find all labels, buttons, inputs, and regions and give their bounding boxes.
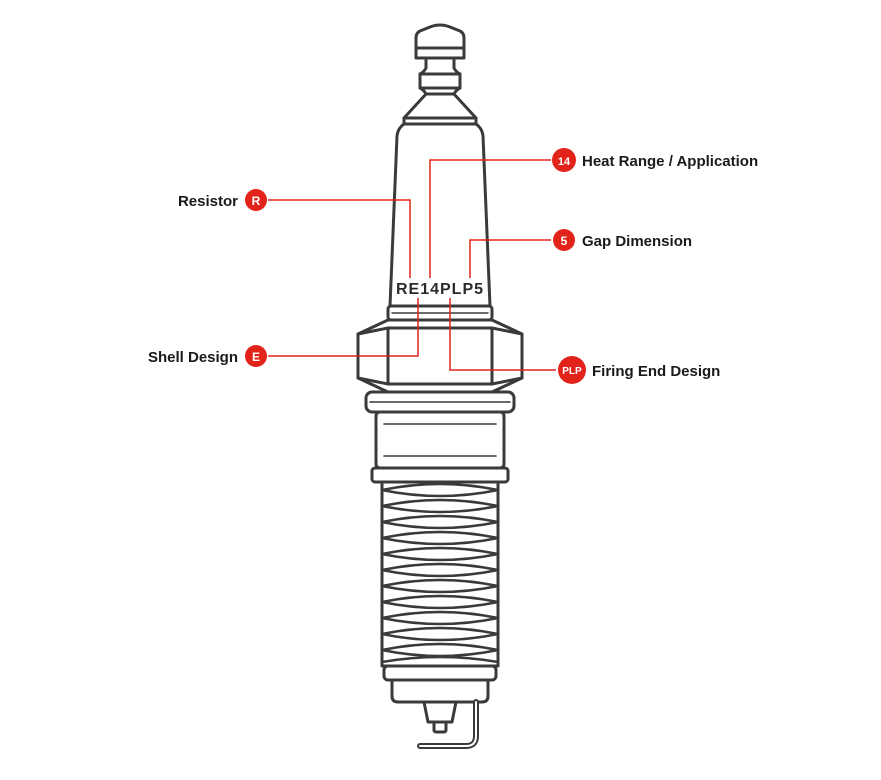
shell-design-badge: E [252,350,260,364]
firing-end-label: Firing End Design [592,363,720,380]
gap-dimension-label: Gap Dimension [582,233,692,250]
firing-end-badge: PLP [562,366,582,377]
spark-plug-diagram: RE14PLP5 Resistor R Shell Design E 14 He… [0,0,881,780]
heat-range-label: Heat Range / Application [582,153,758,170]
resistor-label: Resistor [178,193,238,210]
callout-resistor: Resistor R [178,189,267,211]
part-code: RE14PLP5 [396,281,484,298]
callout-heat-range: 14 Heat Range / Application [552,148,758,172]
heat-range-badge: 14 [558,156,571,168]
resistor-badge: R [252,194,261,208]
spark-plug-body [358,25,522,746]
gap-dimension-badge: 5 [561,234,568,248]
callout-shell-design: Shell Design E [148,345,267,367]
callout-firing-end: PLP Firing End Design [558,356,720,384]
callout-lines [268,160,556,370]
callout-gap-dimension: 5 Gap Dimension [553,229,692,251]
shell-design-label: Shell Design [148,349,238,366]
